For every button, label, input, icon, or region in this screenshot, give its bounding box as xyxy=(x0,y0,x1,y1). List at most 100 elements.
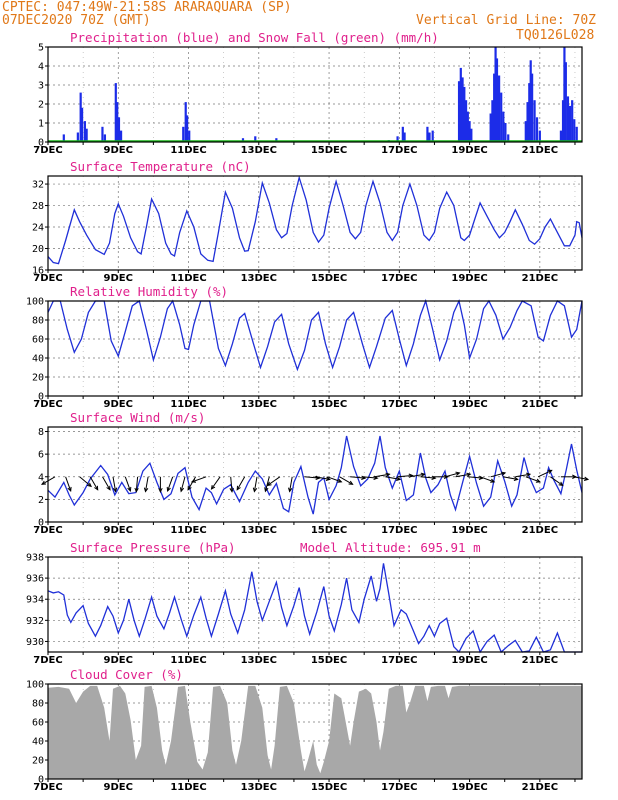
temperature-line xyxy=(47,175,583,265)
precipitation-bar xyxy=(466,111,469,142)
precipitation-bar xyxy=(561,100,565,142)
temperature-xtick-label: 11DEC xyxy=(170,273,206,284)
temperature-xtick-label: 7DEC xyxy=(33,273,62,284)
temperature-title: Surface Temperature (nC) xyxy=(70,159,251,174)
wind-ytick-label: 2 xyxy=(38,495,44,506)
wind-vector-head xyxy=(40,480,47,485)
humidity-xtick-label: 7DEC xyxy=(33,399,62,410)
precipitation-bar xyxy=(531,73,534,142)
precipitation-panel: 0 1 2 3 4 5 7DEC 9DEC 11DEC 13DEC 15DEC 17DEC 19DEC 2… xyxy=(33,30,583,156)
wind-vector-head xyxy=(558,481,564,487)
temperature-ytick-label: 24 xyxy=(32,223,44,234)
wind-vector xyxy=(573,476,589,480)
wind-vector xyxy=(124,476,131,492)
precipitation-bar xyxy=(464,100,468,142)
precipitation-bar xyxy=(559,130,563,142)
precipitation-bar xyxy=(184,102,187,142)
humidity-line xyxy=(47,298,583,372)
pressure-title: Surface Pressure (hPa) xyxy=(70,540,236,555)
precipitation-bar xyxy=(463,86,466,142)
cloud-xtick-label: 13DEC xyxy=(241,782,277,793)
temperature-ytick-label: 16 xyxy=(32,266,44,277)
pressure-xtick-label: 11DEC xyxy=(170,655,206,666)
cloud-xtick-label: 19DEC xyxy=(451,782,487,793)
precipitation-bar xyxy=(101,126,104,142)
precipitation-bar xyxy=(457,81,461,142)
cloud-panel: 0 20 40 60 80 100 7DEC 9DEC 11DEC 13DEC 15DEC 17DEC… xyxy=(26,667,583,793)
precipitation-bar xyxy=(568,105,572,142)
precipitation-bar xyxy=(489,113,492,142)
precipitation-bar xyxy=(575,126,578,142)
cloud-ytick-label: 20 xyxy=(32,756,44,767)
humidity-ytick-label: 40 xyxy=(32,354,44,365)
precipitation-bar xyxy=(493,73,496,142)
precipitation-bar xyxy=(529,60,532,142)
precipitation-bar xyxy=(76,132,79,142)
wind-vector xyxy=(264,476,270,492)
pressure-xtick-label: 9DEC xyxy=(104,655,133,666)
wind-vector-head xyxy=(87,482,92,488)
pressure-ytick-label: 932 xyxy=(26,616,44,627)
wind-title: Surface Wind (m/s) xyxy=(70,410,205,425)
wind-vector xyxy=(550,476,563,486)
precipitation-ytick-label: 2 xyxy=(38,100,44,111)
wind-ytick-label: 0 xyxy=(38,518,44,529)
pressure-ytick-label: 936 xyxy=(26,574,44,585)
precipitation-title: Precipitation (blue) and Snow Fall (gree… xyxy=(70,30,439,45)
precipitation-bar xyxy=(80,107,84,142)
wind-vector-head xyxy=(490,478,496,483)
precipitation-xtick-label: 21DEC xyxy=(522,145,558,156)
wind-vector xyxy=(236,476,246,491)
precipitation-bar xyxy=(563,47,566,142)
precipitation-bar xyxy=(62,134,65,142)
wind-vector-head xyxy=(420,472,426,477)
wind-xtick-label: 19DEC xyxy=(451,525,487,536)
pressure-frame xyxy=(47,556,583,653)
precipitation-bar xyxy=(491,100,494,142)
humidity-panel: 0 20 40 60 80 100 7DEC 9DEC 11DEC 13DEC 15DEC 17DEC… xyxy=(26,284,583,410)
wind-vector xyxy=(490,472,506,478)
precipitation-bar xyxy=(497,75,501,142)
cloud-ytick-label: 60 xyxy=(32,718,44,729)
wind-panel: 0 2 4 6 8 7DEC 9DEC 11DEC 13DEC 15DEC 17DEC 19DEC 21… xyxy=(33,410,590,536)
humidity-xtick-label: 17DEC xyxy=(381,399,417,410)
wind-vector-head xyxy=(252,487,258,493)
cloud-xtick-label: 17DEC xyxy=(381,782,417,793)
wind-vector xyxy=(89,476,99,491)
precipitation-bar xyxy=(119,130,123,142)
pressure-xtick-label: 17DEC xyxy=(381,655,417,666)
pressure-ytick-label: 930 xyxy=(26,637,44,648)
wind-vector xyxy=(537,469,552,478)
wind-vector-head xyxy=(158,487,163,493)
precipitation-ytick-label: 1 xyxy=(38,119,44,130)
wind-vector-head xyxy=(190,478,197,483)
wind-vector-head xyxy=(134,487,139,493)
wind-vector xyxy=(502,476,518,480)
cloud-xtick-label: 9DEC xyxy=(104,782,133,793)
pressure-xtick-label: 19DEC xyxy=(451,655,487,666)
precipitation-bar xyxy=(524,121,527,142)
temperature-xtick-label: 13DEC xyxy=(241,273,277,284)
pressure-xtick-label: 15DEC xyxy=(311,655,347,666)
humidity-ytick-label: 100 xyxy=(26,297,44,308)
precipitation-bar xyxy=(535,117,539,142)
cloud-ytick-label: 80 xyxy=(32,699,44,710)
wind-vector-head xyxy=(112,487,118,493)
wind-vector-head xyxy=(229,487,234,493)
precipitation-bar xyxy=(538,130,541,142)
wind-vector xyxy=(350,476,366,479)
precipitation-bar xyxy=(401,126,404,142)
precipitation-xtick-label: 19DEC xyxy=(451,145,487,156)
wind-vector-head xyxy=(264,487,269,493)
wind-vector-head xyxy=(455,471,461,476)
wind-vector xyxy=(79,476,92,487)
wind-vector-head xyxy=(501,471,507,476)
wind-vector xyxy=(289,476,293,492)
wind-vector-head xyxy=(266,481,272,487)
precipitation-bar xyxy=(564,62,567,143)
pressure-panel: 930 932 934 936 938 7DEC 9DEC 11DEC 13DEC 15DEC 17… xyxy=(26,540,583,666)
wind-vector-head xyxy=(348,480,354,485)
wind-vector-head xyxy=(547,469,553,474)
humidity-xtick-label: 9DEC xyxy=(104,399,133,410)
